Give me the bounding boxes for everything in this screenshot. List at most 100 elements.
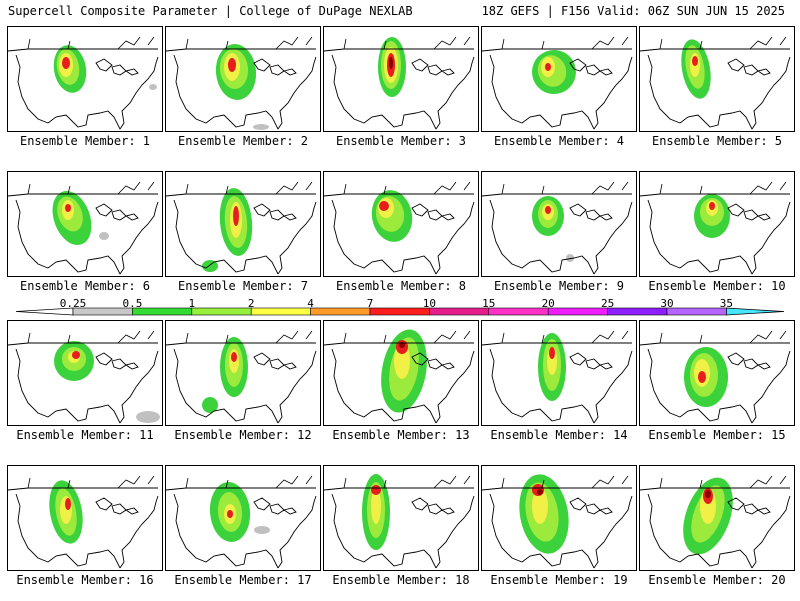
scp-field-map — [8, 181, 159, 275]
colorbar-tick-label: 1 — [188, 297, 196, 310]
map-frame — [165, 465, 321, 571]
colorbar-tick-label: 20 — [541, 297, 555, 310]
ensemble-panel: Ensemble Member: 11 — [7, 320, 163, 456]
map-frame — [481, 465, 637, 571]
canada-coast-fragments — [185, 36, 313, 50]
scp-contour-gray — [253, 124, 269, 130]
color-scale-bar — [15, 307, 785, 316]
great-lakes-outline — [411, 203, 455, 221]
great-lakes-outline — [253, 352, 297, 370]
colorbar-tick-label: 25 — [600, 297, 615, 310]
scp-field-map — [482, 181, 633, 275]
ensemble-panel: Ensemble Member: 20 — [639, 465, 795, 601]
canada-coast-fragments — [659, 475, 787, 489]
map-frame — [323, 26, 479, 132]
map-frame — [165, 320, 321, 426]
colorbar-tick-label: 0.25 — [59, 297, 87, 310]
ensemble-member-label: Ensemble Member: 19 — [490, 573, 628, 587]
scp-contour-yellow — [532, 488, 548, 524]
ensemble-member-label: Ensemble Member: 11 — [16, 428, 154, 442]
great-lakes-outline — [411, 497, 455, 515]
ensemble-member-label: Ensemble Member: 6 — [19, 279, 151, 293]
canada-coast-fragments — [185, 330, 313, 344]
ensemble-member-label: Ensemble Member: 8 — [335, 279, 467, 293]
scp-contour-red — [692, 56, 698, 66]
canada-coast-fragments — [343, 475, 471, 489]
scp-field-map — [482, 36, 633, 130]
scp-contour-green — [202, 397, 218, 413]
scp-contour-red — [72, 351, 80, 359]
great-lakes-outline — [727, 352, 771, 370]
colorbar-segment — [547, 307, 608, 316]
ensemble-member-label: Ensemble Member: 16 — [16, 573, 154, 587]
scp-field-map — [640, 475, 791, 569]
canada-coast-fragments — [343, 330, 471, 344]
map-frame — [165, 26, 321, 132]
scp-field-map — [324, 36, 475, 130]
scp-contour-red — [65, 204, 71, 212]
colorbar-tick-label: 0.5 — [122, 297, 143, 310]
scp-contour-red — [379, 201, 389, 211]
colorbar-segment — [250, 307, 311, 316]
colorbar-segment — [429, 307, 490, 316]
scp-contour-red — [231, 352, 237, 362]
map-frame — [639, 320, 795, 426]
great-lakes-outline — [253, 497, 297, 515]
ensemble-member-label: Ensemble Member: 3 — [335, 134, 467, 148]
scp-contour-red — [698, 371, 706, 383]
scp-contour-red — [709, 202, 715, 210]
map-frame — [481, 320, 637, 426]
ensemble-member-label: Ensemble Member: 20 — [648, 573, 786, 587]
colorbar-tick-label: 2 — [247, 297, 255, 310]
scp-contour-red — [65, 498, 71, 510]
ensemble-panel: Ensemble Member: 9 — [481, 171, 637, 307]
colorbar-segment — [666, 307, 727, 316]
canada-coast-fragments — [27, 36, 155, 50]
map-frame — [323, 465, 479, 571]
canada-coast-fragments — [501, 475, 629, 489]
scp-contour-darkred — [399, 342, 405, 348]
ensemble-panel: Ensemble Member: 16 — [7, 465, 163, 601]
scp-field-map — [640, 36, 791, 130]
scp-contour-gray — [136, 411, 160, 423]
map-frame — [165, 171, 321, 277]
us-coastline-border — [8, 487, 159, 569]
map-frame — [7, 171, 163, 277]
ensemble-member-label: Ensemble Member: 9 — [493, 279, 625, 293]
scp-field-map — [8, 330, 160, 424]
scp-contour-red — [549, 347, 555, 359]
scp-contour-red — [228, 58, 236, 72]
great-lakes-outline — [95, 58, 139, 76]
ensemble-member-label: Ensemble Member: 15 — [648, 428, 786, 442]
ensemble-panel: Ensemble Member: 6 — [7, 171, 163, 307]
canada-coast-fragments — [27, 181, 155, 195]
ensemble-member-label: Ensemble Member: 2 — [177, 134, 309, 148]
great-lakes-outline — [727, 58, 771, 76]
great-lakes-outline — [569, 203, 613, 221]
scp-contour-green — [202, 260, 218, 272]
scp-field-map — [166, 475, 317, 569]
map-frame — [323, 171, 479, 277]
ensemble-panel: Ensemble Member: 18 — [323, 465, 479, 601]
canada-coast-fragments — [27, 330, 155, 344]
great-lakes-outline — [95, 352, 139, 370]
map-frame — [323, 320, 479, 426]
ensemble-member-label: Ensemble Member: 5 — [651, 134, 783, 148]
ensemble-panel: Ensemble Member: 8 — [323, 171, 479, 307]
ensemble-panel: Ensemble Member: 13 — [323, 320, 479, 456]
us-coastline-border — [640, 48, 791, 130]
great-lakes-outline — [95, 497, 139, 515]
scp-contour-gray — [566, 254, 574, 262]
ensemble-member-label: Ensemble Member: 13 — [332, 428, 470, 442]
ensemble-panel: Ensemble Member: 17 — [165, 465, 321, 601]
scp-field-map — [8, 36, 159, 130]
map-frame — [639, 26, 795, 132]
canada-coast-fragments — [659, 330, 787, 344]
colorbar-segment — [310, 307, 371, 316]
great-lakes-outline — [253, 58, 297, 76]
canada-coast-fragments — [501, 36, 629, 50]
scp-contour-red — [545, 206, 551, 214]
scp-contour-red — [371, 485, 381, 495]
scp-contour-red — [545, 63, 551, 71]
scp-field-map — [324, 329, 475, 424]
